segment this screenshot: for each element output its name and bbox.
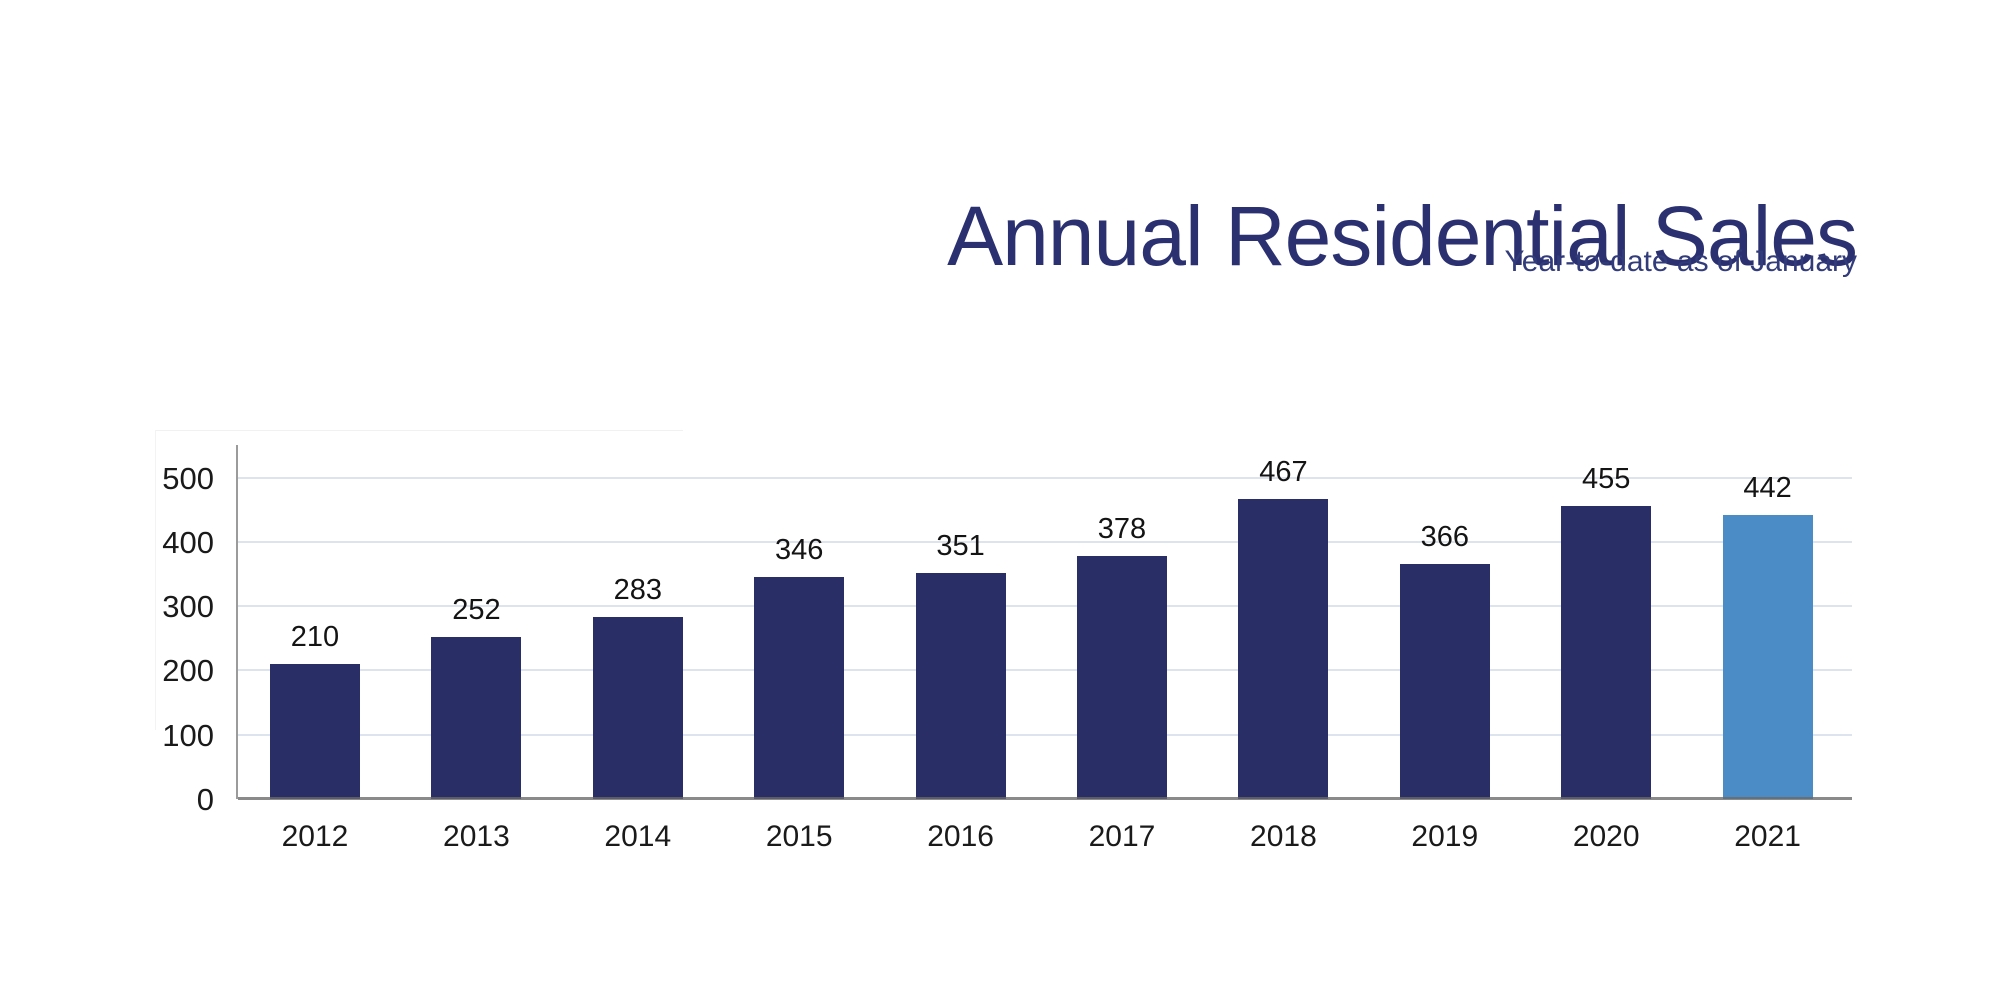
gridline-200 bbox=[238, 669, 1852, 672]
bar-value-label-2016: 351 bbox=[936, 530, 985, 563]
gridline-300 bbox=[238, 605, 1852, 608]
x-tick-label-2021: 2021 bbox=[1734, 820, 1801, 853]
bar-2020 bbox=[1561, 506, 1652, 799]
x-tick-label-2014: 2014 bbox=[604, 820, 672, 853]
x-tick-label-2017: 2017 bbox=[1088, 820, 1156, 853]
bar-2019 bbox=[1399, 563, 1490, 799]
bar-2017 bbox=[1077, 555, 1167, 799]
gridline-500 bbox=[238, 476, 1852, 479]
chart-subtitle: Year-to-date as of January bbox=[1504, 245, 1857, 278]
bar-value-label-2018: 467 bbox=[1259, 455, 1308, 488]
x-tick-label-2018: 2018 bbox=[1250, 820, 1317, 853]
bar-2013 bbox=[431, 636, 522, 799]
bar-2014 bbox=[592, 617, 683, 799]
x-tick-label-2020: 2020 bbox=[1572, 820, 1640, 853]
x-axis-tick-labels: 2012 2013 2014 2015 2016 2017 2018 2019 2020 2021 bbox=[238, 822, 1852, 862]
bar-value-label-2012: 210 bbox=[290, 620, 340, 653]
gridline-400 bbox=[238, 540, 1852, 543]
bar-value-label-2014: 283 bbox=[613, 574, 662, 607]
gridline-100 bbox=[238, 733, 1852, 736]
y-tick-label-300: 300 bbox=[162, 589, 214, 625]
bar-2012 bbox=[270, 663, 360, 799]
y-tick-label-400: 400 bbox=[162, 524, 214, 560]
y-axis-line bbox=[236, 445, 238, 799]
bar-2016 bbox=[915, 573, 1006, 799]
bar-2021 bbox=[1722, 514, 1813, 799]
bar-value-label-2013: 252 bbox=[452, 593, 501, 626]
x-tick-label-2016: 2016 bbox=[927, 820, 994, 853]
y-axis-tick-labels: 0 100 200 300 400 500 bbox=[80, 445, 214, 816]
bar-2015 bbox=[754, 576, 845, 799]
plot-area: 210 252 283 346 351 378 467 366 455 442 bbox=[238, 445, 1852, 799]
x-tick-label-2013: 2013 bbox=[443, 820, 510, 853]
x-axis-line bbox=[238, 797, 1852, 800]
y-tick-label-100: 100 bbox=[162, 717, 214, 753]
bar-value-label-2019: 366 bbox=[1420, 520, 1469, 553]
bar-value-label-2015: 346 bbox=[774, 533, 824, 566]
bar-value-label-2021: 442 bbox=[1743, 471, 1792, 504]
panel-edge-top bbox=[155, 430, 683, 431]
chart-title: Annual Residential Sales bbox=[947, 189, 1858, 284]
x-tick-label-2012: 2012 bbox=[281, 820, 349, 853]
panel-edge-left bbox=[155, 430, 156, 730]
bar-2018 bbox=[1238, 498, 1329, 799]
x-tick-label-2015: 2015 bbox=[765, 820, 833, 853]
y-tick-label-0: 0 bbox=[196, 782, 214, 817]
y-tick-label-200: 200 bbox=[162, 653, 214, 689]
x-tick-label-2019: 2019 bbox=[1411, 820, 1479, 853]
bar-value-label-2020: 455 bbox=[1581, 463, 1631, 496]
bar-value-label-2017: 378 bbox=[1097, 512, 1147, 545]
y-tick-label-500: 500 bbox=[162, 460, 214, 496]
